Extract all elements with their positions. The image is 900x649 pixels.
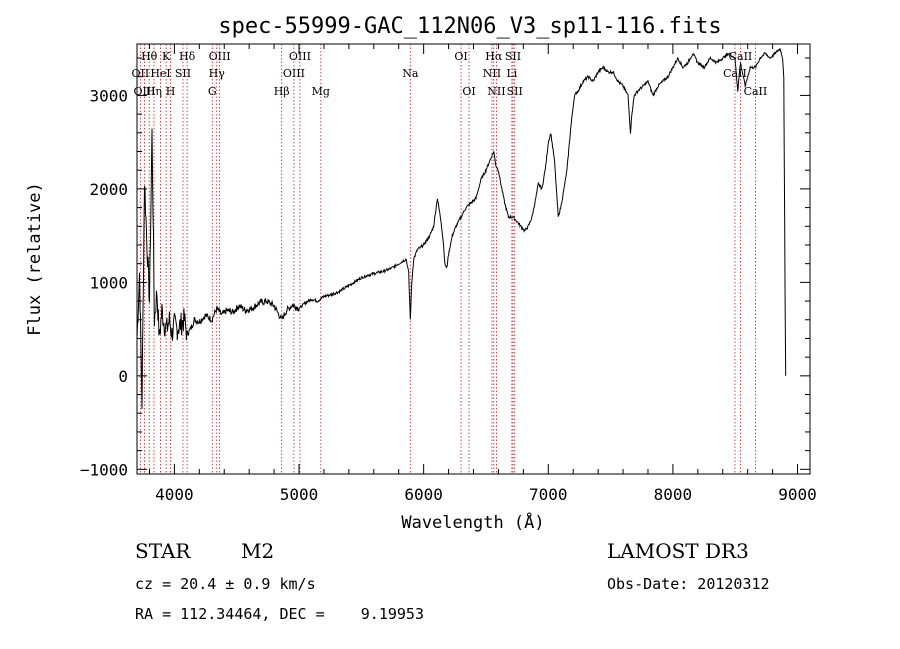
y-tick-label: 2000 [89,180,128,199]
y-axis-label: Flux (relative) [25,182,45,336]
line-label-15: Mg [312,85,330,98]
line-label-3: Hη [146,85,162,98]
line-label-9: OIII [209,50,231,63]
line-label-18: OI [462,85,475,98]
x-tick-label: 9000 [778,485,817,504]
line-label-25: CaII [729,50,753,63]
y-tick-label: 1000 [89,273,128,292]
line-label-27: CaII [744,85,768,98]
line-label-11: G [208,85,217,98]
line-label-19: Hα [485,50,503,63]
line-label-13: OIII [289,50,311,63]
x-tick-label: 4000 [155,485,194,504]
line-label-26: CaII [723,67,747,80]
line-label-14: OIII [283,67,305,80]
line-label-20: NII [483,67,501,80]
x-axis-ticks: 4000 5000 6000 7000 8000 9000 [148,44,817,504]
x-tick-label: 7000 [529,485,568,504]
x-tick-label: 8000 [654,485,693,504]
line-label-12: Hβ [274,85,290,98]
line-label-4: K [162,50,171,63]
line-label-21: NII [487,85,505,98]
y-tick-label: 0 [118,367,128,386]
line-label-0: Hθ [141,50,158,63]
x-axis-label: Wavelength (Å) [401,511,544,533]
object-subclass: M2 [241,539,274,563]
line-label-7: SII [175,67,191,80]
line-label-10: Hγ [209,67,226,80]
plot-frame [136,43,811,475]
line-label-17: OI [454,50,467,63]
chart-title: spec-55999-GAC_112N06_V3_sp11-116.fits [218,14,721,39]
spectral-line-markers [139,44,756,474]
y-tick-label: 3000 [89,86,128,105]
y-tick-label: −1000 [80,460,128,479]
survey-name: LAMOST DR3 [607,539,749,563]
line-label-16: Na [402,67,419,80]
line-label-8: Hδ [179,50,196,63]
line-label-24: SII [507,85,523,98]
line-label-2: OIII [133,85,155,98]
ra-dec-coordinates: RA = 112.34464, DEC = 9.19953 [135,605,424,623]
object-class: STAR [135,539,191,563]
line-label-23: Li [506,67,517,80]
spectrum-series-line [136,48,787,410]
observation-date: Obs-Date: 20120312 [607,575,770,593]
x-tick-label: 6000 [404,485,443,504]
line-label-6: H [166,85,176,98]
line-label-5: HeI [150,67,170,80]
x-tick-label: 5000 [280,485,319,504]
line-label-22: SII [505,50,521,63]
y-axis-ticks: −1000 0 1000 2000 3000 [80,57,810,479]
redshift-cz: cz = 20.4 ± 0.9 km/s [135,575,316,593]
line-label-1: OII [132,67,150,80]
